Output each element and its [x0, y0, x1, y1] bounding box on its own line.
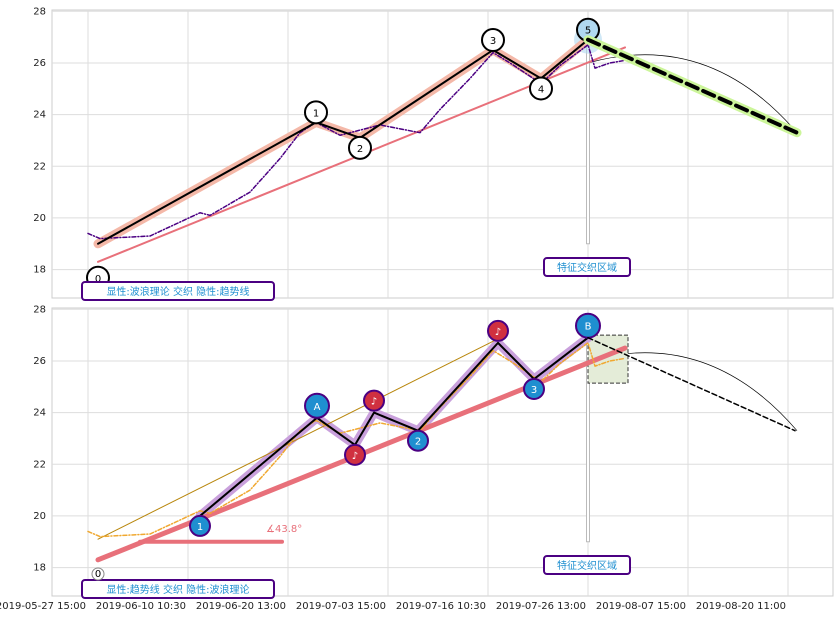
wave-marker — [344, 443, 366, 466]
annotation-box — [81, 579, 275, 599]
wave-label: 2 — [357, 144, 363, 155]
series-line — [587, 336, 796, 432]
origin-marker — [91, 567, 105, 581]
y-tick-label: 28 — [33, 6, 46, 17]
y-tick-label: 18 — [33, 265, 46, 276]
y-tick-label: 24 — [33, 110, 46, 121]
y-tick-label: 18 — [33, 563, 46, 574]
angle-label: ∡43.8° — [266, 524, 302, 535]
x-tick-label: 2019-07-16 10:30 — [396, 601, 486, 612]
annotation: 显性:趋势线 交织 隐性:波浪理论 — [106, 583, 249, 596]
y-tick-label: 20 — [33, 511, 46, 522]
y-tick-label: 24 — [33, 408, 46, 419]
wave-label: 2 — [415, 437, 421, 448]
series-line — [586, 37, 799, 135]
wave-marker — [304, 392, 330, 419]
x-tick-label: 2019-05-27 15:00 — [0, 601, 86, 612]
x-tick-label: 2019-06-20 13:00 — [196, 601, 286, 612]
wave-label: B — [585, 322, 592, 333]
x-tick-label: 2019-08-20 11:00 — [696, 601, 786, 612]
y-tick-label: 22 — [33, 459, 46, 470]
wave-marker — [304, 100, 328, 125]
x-tick-label: 2019-07-26 13:00 — [496, 601, 586, 612]
series-line — [87, 342, 626, 538]
wave-marker — [481, 28, 505, 53]
series-line — [97, 38, 589, 245]
wave-label: A — [314, 402, 321, 413]
plot-frame — [51, 9, 834, 299]
wave-marker — [363, 389, 385, 412]
wave-label: 5 — [585, 26, 591, 37]
wave-marker — [529, 76, 553, 101]
wave-label: 3 — [490, 36, 496, 47]
y-tick-label: 20 — [33, 213, 46, 224]
wave-marker — [487, 319, 509, 342]
wave-marker — [348, 135, 372, 160]
wave-marker — [523, 378, 545, 401]
annotation-box — [81, 281, 275, 301]
annotation: 显性:波浪理论 交织 隐性:趋势线 — [106, 285, 249, 298]
x-tick-label: 2019-08-07 15:00 — [596, 601, 686, 612]
wave-label: ♪ — [371, 397, 377, 408]
wave-label: 3 — [531, 385, 537, 396]
y-tick-label: 26 — [33, 356, 46, 367]
plot-frame — [51, 307, 834, 597]
series-line — [199, 336, 589, 517]
y-tick-label: 28 — [33, 304, 46, 315]
y-tick-label: 22 — [33, 161, 46, 172]
y-tick-label: 26 — [33, 58, 46, 69]
series-line — [97, 339, 496, 540]
annotation-box — [543, 555, 631, 575]
wave-label: 0 — [95, 274, 101, 285]
x-tick-label: 2019-07-03 15:00 — [296, 601, 386, 612]
wave-marker — [407, 429, 429, 452]
wave-marker — [189, 514, 211, 537]
wave-label: ♪ — [352, 451, 358, 462]
wave-label: 1 — [313, 108, 319, 119]
wave-label: ♪ — [495, 327, 501, 338]
annotation-box — [543, 257, 631, 277]
origin-label: 0 — [95, 569, 101, 580]
annotation: 特征交织区域 — [557, 261, 617, 274]
annotation: 特征交织区域 — [557, 559, 617, 572]
x-tick-label: 2019-06-10 10:30 — [96, 601, 186, 612]
divider — [586, 39, 590, 245]
wave-label: 1 — [197, 522, 203, 533]
wave-label: 4 — [538, 84, 544, 95]
